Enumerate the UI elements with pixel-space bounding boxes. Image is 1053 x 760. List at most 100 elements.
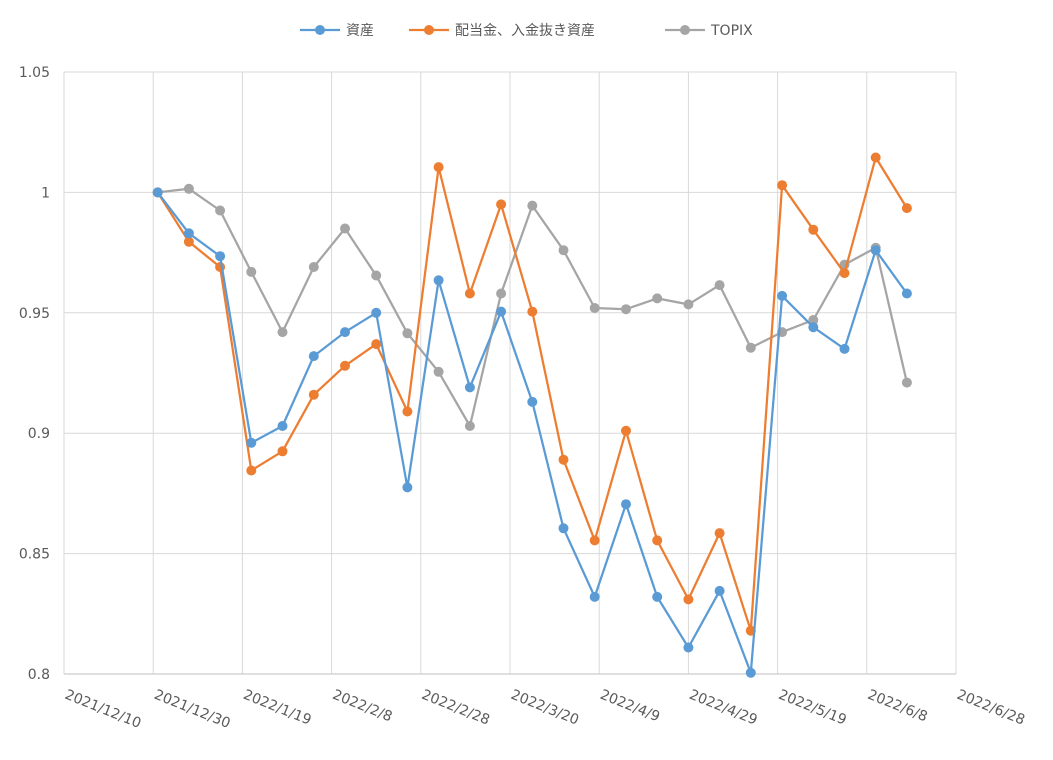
data-point (652, 591, 663, 602)
data-point (433, 162, 444, 173)
data-point (808, 315, 819, 325)
series-0 (152, 187, 912, 678)
data-point (558, 454, 569, 465)
data-point (652, 293, 663, 304)
data-point (340, 223, 350, 234)
vertical-gridlines (152, 72, 957, 674)
data-point (683, 299, 694, 310)
y-tick-label: 0.85 (19, 547, 50, 563)
data-point (777, 180, 788, 191)
data-point (558, 245, 569, 256)
data-point (589, 535, 600, 546)
series-1 (152, 152, 912, 636)
data-point (621, 304, 631, 315)
data-point (621, 425, 631, 436)
series-2 (152, 183, 912, 431)
x-tick-label: 2021/12/10 (63, 687, 144, 732)
data-point (308, 351, 319, 362)
x-tick-label: 2022/6/28 (955, 687, 1028, 729)
horizontal-gridlines (64, 71, 956, 555)
y-tick-label: 1.05 (19, 65, 50, 81)
data-point (371, 307, 382, 318)
data-point (527, 396, 538, 407)
data-point (183, 183, 194, 194)
y-tick-label: 0.95 (19, 306, 50, 322)
x-tick-label: 2022/4/9 (598, 687, 662, 725)
x-tick-label: 2022/1/19 (241, 687, 314, 729)
data-point (371, 339, 382, 350)
data-point (870, 152, 881, 163)
series-line (156, 191, 908, 674)
data-point (277, 446, 288, 457)
data-point (402, 482, 413, 493)
data-point (901, 377, 912, 388)
data-point (464, 382, 475, 393)
data-point (621, 499, 631, 510)
y-tick-label: 0.8 (28, 667, 50, 683)
x-axis-tick-labels: 2021/12/10 2021/12/30 2022/1/19 2022/2/8 202… (63, 687, 1028, 732)
legend-label: 配当金、入金抜き資産 (455, 23, 595, 39)
data-point (152, 187, 163, 198)
data-point (308, 389, 319, 400)
chart-axes (63, 72, 956, 675)
data-point (683, 642, 694, 653)
x-tick-label: 2022/2/28 (419, 687, 492, 729)
legend-swatch-marker (315, 25, 325, 35)
chart-legend: 資産 配当金、入金抜き資産 TOPIX (300, 23, 753, 39)
data-point (496, 288, 507, 299)
data-point (839, 268, 850, 279)
data-point (527, 306, 538, 317)
data-point (496, 306, 507, 317)
data-point (246, 266, 257, 277)
data-point (246, 465, 257, 476)
data-point (183, 236, 194, 247)
data-point (714, 528, 725, 539)
data-point (340, 327, 350, 338)
data-point (246, 437, 257, 448)
data-point (464, 421, 475, 431)
y-axis-tick-labels: 0.8 0.85 0.9 0.95 1 1.05 (19, 65, 50, 683)
x-tick-label: 2021/12/30 (152, 687, 233, 732)
data-point (464, 288, 475, 299)
data-point (433, 275, 444, 286)
data-point (839, 343, 850, 354)
x-tick-label: 2022/2/8 (330, 687, 394, 725)
data-point (527, 200, 538, 211)
series-line (156, 156, 908, 632)
data-point (277, 421, 288, 431)
data-point (308, 262, 319, 272)
data-point (433, 366, 444, 377)
data-point (870, 245, 881, 256)
data-point (808, 224, 819, 235)
data-point (714, 280, 725, 291)
data-point (652, 535, 663, 546)
data-point (683, 594, 694, 605)
x-tick-label: 2022/6/8 (865, 687, 929, 725)
data-point (777, 290, 788, 301)
data-point (402, 328, 413, 339)
data-point (340, 360, 350, 371)
legend-label: TOPIX (710, 23, 753, 39)
data-point (808, 322, 819, 333)
data-point (215, 251, 226, 262)
chart-series (152, 152, 912, 678)
x-tick-label: 2022/5/19 (776, 687, 849, 729)
data-point (371, 270, 382, 281)
data-point (277, 327, 288, 338)
data-point (589, 591, 600, 602)
legend-label: 資産 (346, 23, 374, 39)
legend-swatch-marker (680, 25, 690, 35)
data-point (745, 667, 756, 678)
data-point (402, 406, 413, 417)
data-point (589, 303, 600, 313)
y-tick-label: 0.9 (28, 426, 50, 442)
x-tick-label: 2022/4/29 (687, 687, 760, 729)
data-point (215, 205, 226, 216)
y-tick-label: 1 (41, 185, 50, 201)
x-tick-label: 2022/3/20 (509, 687, 582, 729)
data-point (901, 288, 912, 299)
data-point (901, 203, 912, 214)
data-point (745, 342, 756, 353)
data-point (496, 199, 507, 210)
